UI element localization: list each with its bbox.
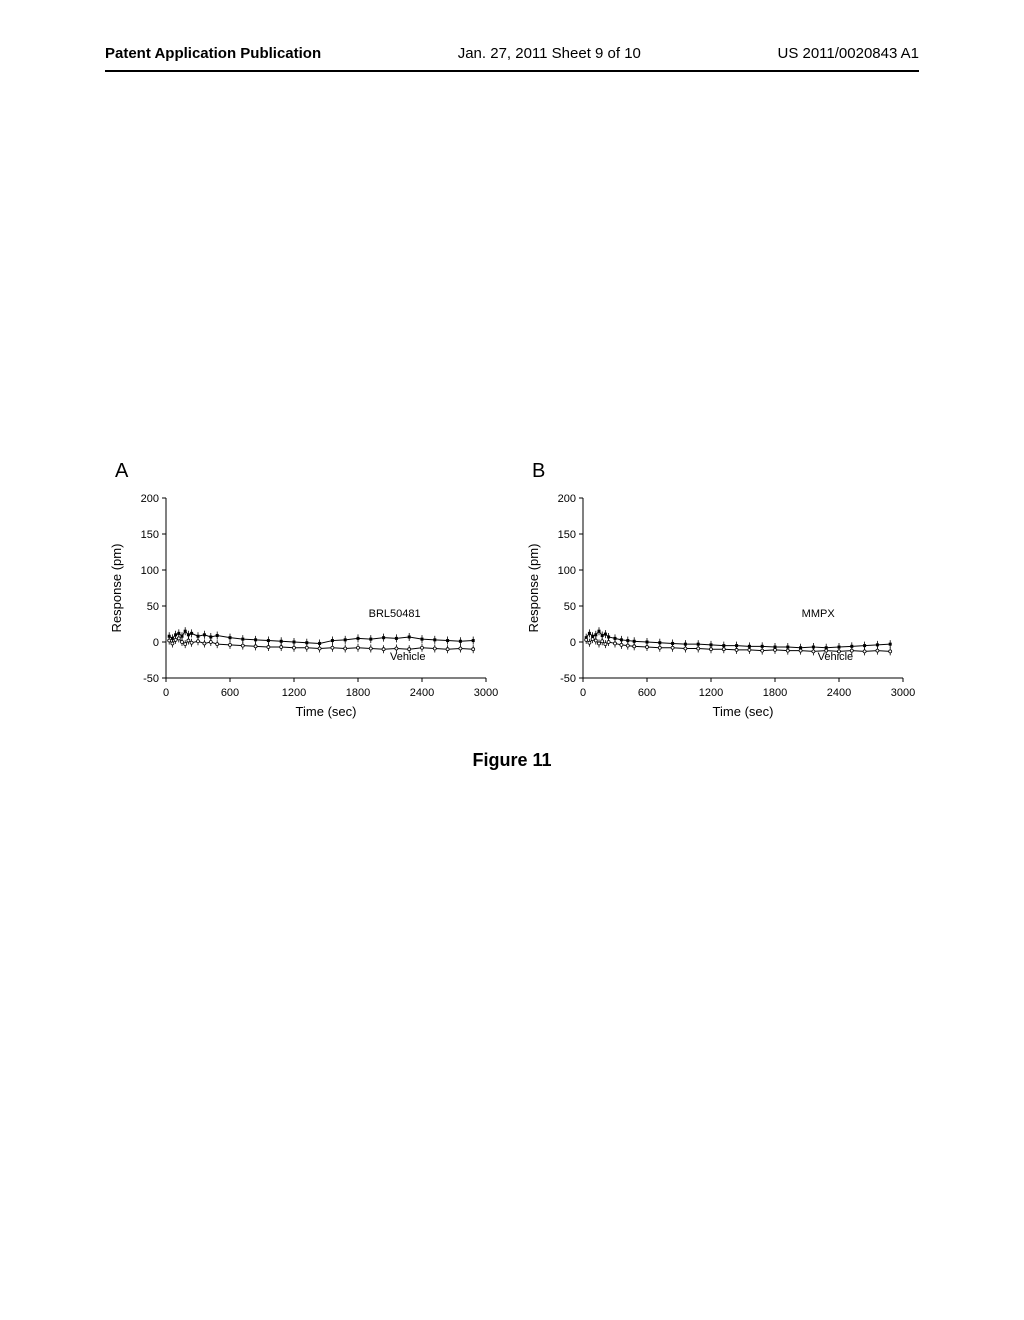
svg-text:200: 200 <box>558 493 576 505</box>
svg-text:100: 100 <box>141 565 159 577</box>
svg-text:1200: 1200 <box>699 687 723 699</box>
svg-text:Vehicle: Vehicle <box>818 651 853 663</box>
svg-text:600: 600 <box>221 687 239 699</box>
svg-text:3000: 3000 <box>891 687 915 699</box>
svg-text:2400: 2400 <box>410 687 434 699</box>
svg-text:MMPX: MMPX <box>802 608 836 620</box>
svg-text:Vehicle: Vehicle <box>390 651 425 663</box>
chart-b-wrapper: B -50 0 50 100 150 200 0 600 1200 1800 2400 3000 Res… <box>522 460 919 733</box>
svg-text:-50: -50 <box>560 673 576 685</box>
svg-text:1800: 1800 <box>346 687 370 699</box>
svg-text:Response (pm): Response (pm) <box>109 544 124 633</box>
figure-caption: Figure 11 <box>0 750 1024 771</box>
header-left: Patent Application Publication <box>105 45 321 62</box>
header-divider <box>105 70 919 72</box>
svg-text:1800: 1800 <box>763 687 787 699</box>
chart-a-panel-label: A <box>115 460 502 483</box>
svg-text:50: 50 <box>564 601 576 613</box>
chart-a: -50 0 50 100 150 200 0 600 1200 1800 2400 3000 Respo… <box>105 488 502 728</box>
svg-text:200: 200 <box>141 493 159 505</box>
svg-text:-50: -50 <box>143 673 159 685</box>
svg-text:Response (pm): Response (pm) <box>526 544 541 633</box>
svg-text:0: 0 <box>570 637 576 649</box>
charts-container: A -50 0 50 100 150 200 0 600 1200 1800 2400 3000 Res… <box>105 460 919 733</box>
svg-text:100: 100 <box>558 565 576 577</box>
svg-text:600: 600 <box>638 687 656 699</box>
svg-text:150: 150 <box>141 529 159 541</box>
svg-text:0: 0 <box>163 687 169 699</box>
header-right: US 2011/0020843 A1 <box>777 45 919 62</box>
svg-text:BRL50481: BRL50481 <box>369 608 421 620</box>
chart-b-panel-label: B <box>532 460 919 483</box>
svg-text:0: 0 <box>580 687 586 699</box>
svg-text:150: 150 <box>558 529 576 541</box>
svg-text:3000: 3000 <box>474 687 498 699</box>
page-header: Patent Application Publication Jan. 27, … <box>0 45 1024 62</box>
svg-text:50: 50 <box>147 601 159 613</box>
chart-b: -50 0 50 100 150 200 0 600 1200 1800 2400 3000 Respo… <box>522 488 919 728</box>
svg-text:2400: 2400 <box>827 687 851 699</box>
header-center: Jan. 27, 2011 Sheet 9 of 10 <box>458 45 641 62</box>
svg-text:Time (sec): Time (sec) <box>713 704 774 719</box>
svg-text:Time (sec): Time (sec) <box>296 704 357 719</box>
svg-text:0: 0 <box>153 637 159 649</box>
chart-a-wrapper: A -50 0 50 100 150 200 0 600 1200 1800 2400 3000 Res… <box>105 460 502 733</box>
svg-text:1200: 1200 <box>282 687 306 699</box>
